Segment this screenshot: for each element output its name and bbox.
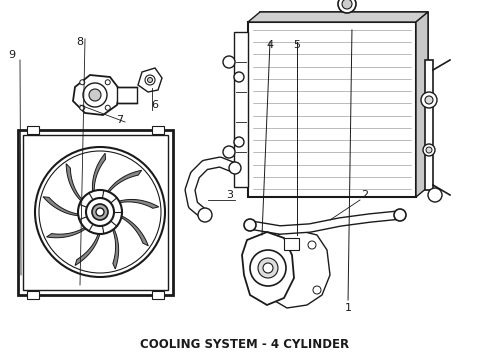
Circle shape [223, 56, 235, 68]
Circle shape [234, 137, 244, 147]
Circle shape [425, 96, 433, 104]
Circle shape [105, 105, 110, 110]
Polygon shape [108, 221, 119, 269]
Circle shape [342, 0, 352, 9]
Circle shape [80, 80, 85, 85]
Circle shape [394, 209, 406, 221]
Circle shape [92, 204, 108, 220]
Circle shape [223, 146, 235, 158]
Polygon shape [416, 12, 428, 197]
Text: 6: 6 [151, 100, 158, 110]
Circle shape [338, 0, 356, 13]
Circle shape [83, 83, 107, 107]
Circle shape [86, 198, 114, 226]
Circle shape [147, 77, 152, 82]
Text: 3: 3 [226, 190, 234, 200]
Bar [117, 87, 137, 103]
Polygon shape [110, 199, 159, 208]
Circle shape [423, 144, 435, 156]
Circle shape [39, 151, 161, 273]
Circle shape [96, 208, 104, 216]
Circle shape [428, 188, 442, 202]
Circle shape [89, 89, 101, 101]
Polygon shape [73, 75, 120, 115]
Circle shape [250, 250, 286, 286]
Text: 2: 2 [362, 190, 368, 200]
Circle shape [426, 147, 432, 153]
Bar [234, 32, 248, 187]
Bar [152, 126, 164, 134]
Text: 9: 9 [8, 50, 16, 60]
Bar [18, 130, 173, 295]
Circle shape [229, 162, 241, 174]
Circle shape [198, 208, 212, 222]
Bar [27, 291, 39, 299]
Text: COOLING SYSTEM - 4 CYLINDER: COOLING SYSTEM - 4 CYLINDER [141, 338, 349, 351]
Polygon shape [112, 213, 148, 246]
Bar [27, 126, 39, 134]
Polygon shape [66, 164, 89, 206]
Bar [260, 12, 428, 187]
Polygon shape [138, 68, 162, 92]
Polygon shape [75, 224, 101, 265]
Polygon shape [93, 153, 105, 201]
Text: 8: 8 [76, 37, 84, 47]
Circle shape [313, 286, 321, 294]
Text: 4: 4 [267, 40, 273, 50]
Polygon shape [103, 170, 142, 201]
Circle shape [145, 75, 155, 85]
Circle shape [308, 241, 316, 249]
Polygon shape [242, 232, 294, 305]
Polygon shape [47, 221, 93, 238]
Bar [23, 135, 168, 290]
Bar [248, 22, 416, 197]
Circle shape [80, 105, 85, 110]
Circle shape [35, 147, 165, 277]
Circle shape [258, 258, 278, 278]
Circle shape [78, 190, 122, 234]
Circle shape [273, 241, 281, 249]
Circle shape [421, 92, 437, 108]
Circle shape [268, 291, 276, 299]
Circle shape [234, 72, 244, 82]
Polygon shape [260, 230, 330, 308]
Text: 7: 7 [117, 115, 123, 125]
Circle shape [263, 263, 273, 273]
Bar [425, 60, 433, 190]
Text: 1: 1 [344, 303, 351, 313]
Bar [152, 291, 164, 299]
Circle shape [105, 80, 110, 85]
Text: 5: 5 [294, 40, 300, 50]
Circle shape [244, 219, 256, 231]
Polygon shape [248, 12, 428, 22]
Bar [284, 238, 299, 250]
Polygon shape [43, 197, 88, 216]
